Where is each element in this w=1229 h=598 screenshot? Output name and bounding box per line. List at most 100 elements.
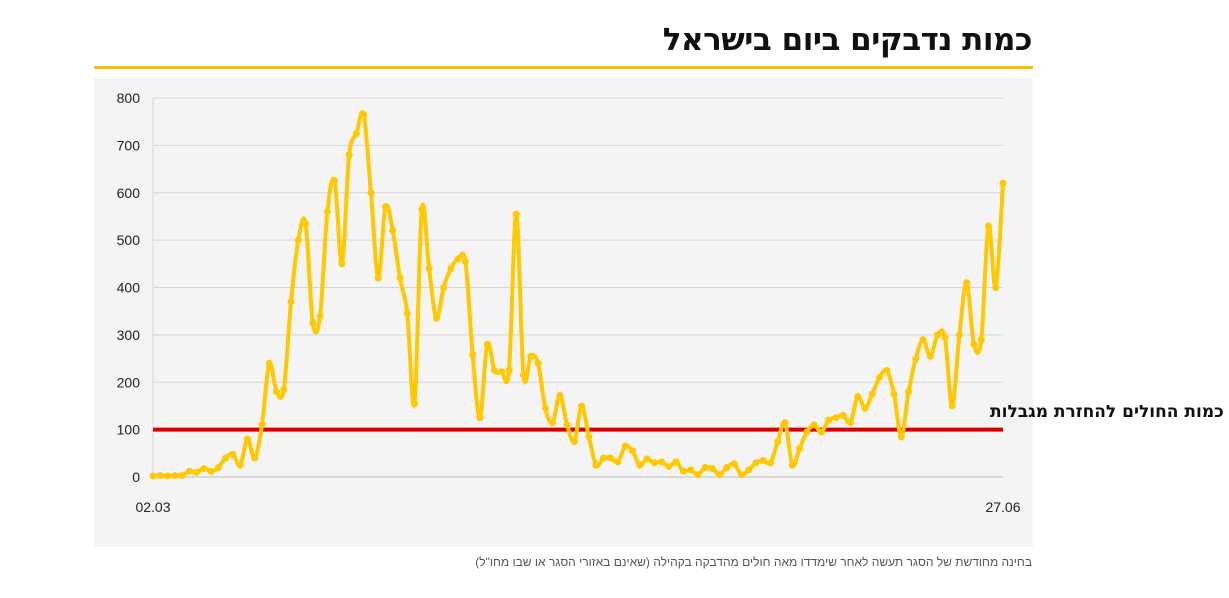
data-point (214, 464, 222, 472)
data-point (309, 319, 317, 327)
data-point (934, 331, 942, 339)
data-point (287, 298, 295, 306)
data-point (570, 437, 578, 445)
data-point (527, 352, 535, 360)
data-point (447, 265, 455, 273)
data-point (585, 433, 593, 441)
data-point (207, 467, 215, 475)
data-point (156, 472, 164, 480)
y-tick-label: 500 (117, 232, 141, 248)
data-point (817, 428, 825, 436)
y-tick-label: 200 (117, 374, 141, 390)
series-line (152, 110, 1005, 479)
data-point (236, 461, 244, 469)
data-point (498, 368, 506, 376)
data-point (352, 130, 360, 138)
footnote: בחינה מחודשת של הסגר תעשה לאחר שימדדו מא… (475, 555, 1032, 569)
data-point (854, 392, 862, 400)
data-point (258, 421, 266, 429)
data-point (628, 447, 636, 455)
data-point (556, 392, 564, 400)
data-point (331, 177, 339, 185)
data-point (716, 471, 724, 479)
y-tick-label: 700 (117, 137, 141, 153)
data-point (367, 189, 375, 197)
data-point (440, 284, 448, 291)
x-tick-label-start: 02.03 (135, 499, 170, 515)
data-point (512, 210, 520, 218)
y-tick-label: 400 (117, 280, 141, 296)
data-point (658, 458, 666, 466)
data-point (977, 336, 985, 344)
data-point (178, 472, 186, 480)
data-point (374, 274, 382, 282)
data-point (193, 468, 201, 476)
data-point (745, 466, 753, 474)
data-point (280, 385, 288, 393)
data-point (781, 419, 789, 427)
data-point (505, 366, 513, 374)
data-point (694, 471, 702, 479)
data-point (549, 419, 557, 427)
data-point (832, 414, 840, 422)
data-point (737, 471, 745, 479)
data-point (345, 151, 353, 159)
data-point (905, 388, 913, 396)
y-tick-label: 800 (117, 90, 141, 106)
y-tick-label: 600 (117, 185, 141, 201)
data-point (708, 464, 716, 472)
data-point (461, 257, 469, 265)
data-point (490, 366, 498, 374)
data-point (701, 464, 709, 472)
data-point (273, 388, 281, 396)
data-point (868, 390, 876, 398)
data-point (846, 419, 854, 427)
data-point (338, 260, 346, 268)
data-point (984, 222, 992, 230)
data-point (578, 402, 586, 410)
data-point (687, 466, 695, 474)
y-tick-label: 100 (117, 422, 141, 438)
data-point (919, 336, 927, 344)
x-tick-label-end: 27.06 (985, 499, 1020, 515)
data-point (614, 458, 622, 466)
data-point (665, 463, 673, 471)
data-point (723, 464, 731, 472)
data-point (243, 435, 251, 443)
data-point (454, 255, 462, 263)
data-point (563, 421, 571, 429)
data-point (149, 472, 157, 480)
data-point (294, 236, 302, 244)
data-point (360, 111, 368, 119)
data-point (643, 455, 651, 463)
y-tick-label: 300 (117, 327, 141, 343)
data-point (788, 461, 796, 469)
data-point (955, 331, 963, 339)
y-tick-label: 0 (132, 469, 140, 485)
data-point (411, 400, 419, 408)
data-point (396, 274, 404, 282)
data-point (752, 459, 760, 467)
data-point (992, 284, 1000, 291)
data-point (592, 461, 600, 469)
data-point (323, 208, 331, 216)
data-point (164, 472, 172, 480)
data-point (171, 472, 179, 480)
data-point (839, 411, 847, 419)
data-point (200, 464, 208, 472)
data-point (999, 179, 1007, 187)
data-point (948, 402, 956, 410)
data-point (222, 454, 230, 462)
data-point (541, 404, 549, 412)
data-point (302, 220, 310, 228)
data-point (774, 437, 782, 445)
data-point (621, 442, 629, 450)
data-point (941, 333, 949, 341)
data-point (185, 467, 193, 475)
data-point (912, 355, 920, 363)
data-point (883, 366, 891, 374)
chart-title: כמות נדבקים ביום בישראל (662, 22, 1033, 58)
data-point (520, 371, 528, 379)
data-point (875, 374, 883, 382)
data-point (403, 310, 411, 318)
